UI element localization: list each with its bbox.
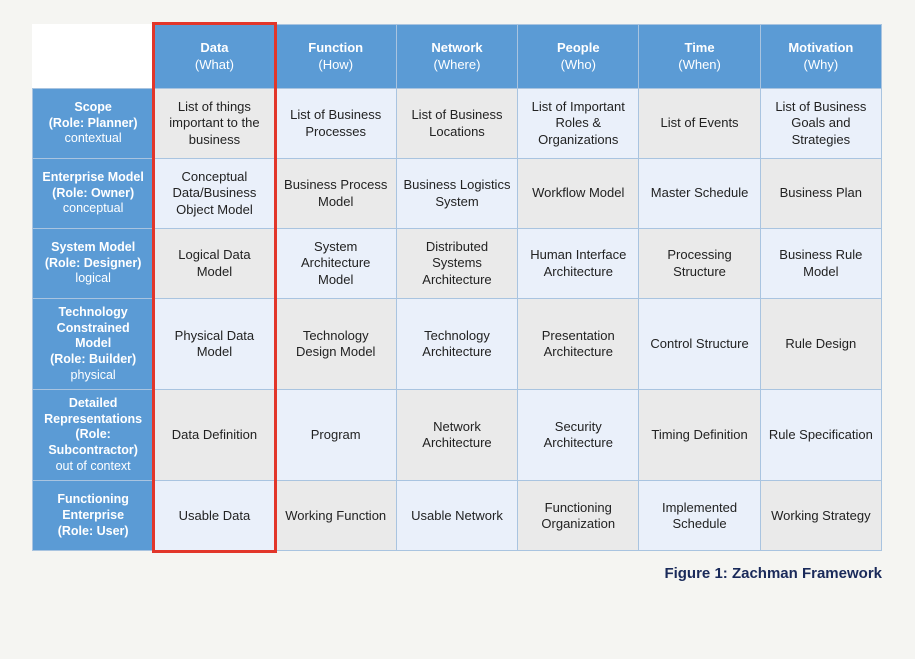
- col-header-main: Time: [645, 40, 753, 56]
- cell: Working Function: [275, 481, 396, 551]
- cell: Security Architecture: [518, 390, 639, 481]
- cell: Business Rule Model: [760, 229, 881, 299]
- row-perspective: physical: [39, 368, 147, 384]
- row-perspective: conceptual: [39, 201, 147, 217]
- col-header-main: Network: [403, 40, 511, 56]
- col-header-function: Function (How): [275, 25, 396, 89]
- cell: Technology Architecture: [396, 299, 517, 390]
- cell: Working Strategy: [760, 481, 881, 551]
- row-header-functioning: Functioning Enterprise (Role: User): [33, 481, 154, 551]
- row-title: Detailed Representations: [39, 396, 147, 427]
- zachman-table-wrap: Data (What) Function (How) Network (Wher…: [32, 24, 882, 551]
- cell: Technology Design Model: [275, 299, 396, 390]
- cell: Workflow Model: [518, 159, 639, 229]
- col-header-data: Data (What): [154, 25, 275, 89]
- row-header-scope: Scope (Role: Planner) contextual: [33, 89, 154, 159]
- row-perspective: logical: [39, 271, 147, 287]
- cell: Implemented Schedule: [639, 481, 760, 551]
- col-header-main: Data: [160, 40, 268, 56]
- cell: Conceptual Data/Business Object Model: [154, 159, 275, 229]
- cell: List of Business Processes: [275, 89, 396, 159]
- cell: System Architecture Model: [275, 229, 396, 299]
- col-header-main: People: [524, 40, 632, 56]
- row-perspective: out of context: [39, 459, 147, 475]
- col-header-sub: (Who): [524, 57, 632, 73]
- cell: List of things important to the business: [154, 89, 275, 159]
- row-title: Functioning Enterprise: [39, 492, 147, 523]
- cell: Rule Design: [760, 299, 881, 390]
- col-header-motivation: Motivation (Why): [760, 25, 881, 89]
- col-header-sub: (How): [282, 57, 390, 73]
- cell: List of Business Locations: [396, 89, 517, 159]
- col-header-sub: (Where): [403, 57, 511, 73]
- cell: Processing Structure: [639, 229, 760, 299]
- cell: Usable Data: [154, 481, 275, 551]
- col-header-sub: (When): [645, 57, 753, 73]
- cell: Usable Network: [396, 481, 517, 551]
- cell: Human Interface Architecture: [518, 229, 639, 299]
- row-header-system: System Model (Role: Designer) logical: [33, 229, 154, 299]
- row-role: (Role: Designer): [39, 256, 147, 272]
- row-role: (Role: Builder): [39, 352, 147, 368]
- cell: Rule Specification: [760, 390, 881, 481]
- cell: List of Business Goals and Strategies: [760, 89, 881, 159]
- cell: Business Logistics System: [396, 159, 517, 229]
- row-header-technology: Technology Constrained Model (Role: Buil…: [33, 299, 154, 390]
- col-header-main: Function: [282, 40, 390, 56]
- cell: List of Events: [639, 89, 760, 159]
- row-header-enterprise: Enterprise Model (Role: Owner) conceptua…: [33, 159, 154, 229]
- row-role: (Role: Planner): [39, 116, 147, 132]
- corner-empty: [33, 25, 154, 89]
- zachman-table: Data (What) Function (How) Network (Wher…: [32, 24, 882, 551]
- row-perspective: contextual: [39, 131, 147, 147]
- col-header-sub: (What): [160, 57, 268, 73]
- row-title: Enterprise Model: [39, 170, 147, 186]
- cell: Logical Data Model: [154, 229, 275, 299]
- cell: Business Process Model: [275, 159, 396, 229]
- row-role: (Role: Owner): [39, 186, 147, 202]
- row-role: (Role: User): [39, 524, 147, 540]
- row-title: Scope: [39, 100, 147, 116]
- cell: Presentation Architecture: [518, 299, 639, 390]
- cell: Distributed Systems Architecture: [396, 229, 517, 299]
- row-header-detailed: Detailed Representations (Role: Subcontr…: [33, 390, 154, 481]
- cell: Physical Data Model: [154, 299, 275, 390]
- col-header-network: Network (Where): [396, 25, 517, 89]
- cell: Network Architecture: [396, 390, 517, 481]
- cell: Control Structure: [639, 299, 760, 390]
- cell: Business Plan: [760, 159, 881, 229]
- col-header-time: Time (When): [639, 25, 760, 89]
- cell: List of Important Roles & Organizations: [518, 89, 639, 159]
- col-header-sub: (Why): [767, 57, 875, 73]
- figure-caption: Figure 1: Zachman Framework: [32, 565, 882, 582]
- row-title: Technology Constrained Model: [39, 305, 147, 352]
- col-header-people: People (Who): [518, 25, 639, 89]
- cell: Data Definition: [154, 390, 275, 481]
- cell: Functioning Organization: [518, 481, 639, 551]
- row-title: System Model: [39, 240, 147, 256]
- col-header-main: Motivation: [767, 40, 875, 56]
- cell: Program: [275, 390, 396, 481]
- row-role: (Role: Subcontractor): [39, 427, 147, 458]
- cell: Master Schedule: [639, 159, 760, 229]
- cell: Timing Definition: [639, 390, 760, 481]
